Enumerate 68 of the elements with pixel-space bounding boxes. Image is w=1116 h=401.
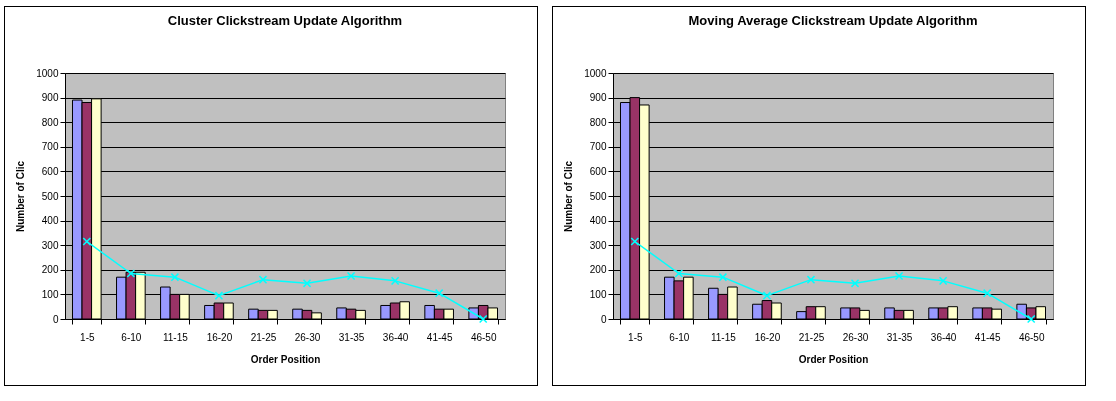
point	[390, 276, 400, 286]
y-tick-label: 800	[589, 116, 607, 128]
x-tick-label: 21-25	[798, 331, 825, 343]
x-tick-label: 21-25	[250, 331, 277, 343]
point	[938, 276, 948, 286]
y-tick-label: 600	[589, 165, 607, 177]
y-tick-label: 700	[589, 141, 607, 153]
y-tick-label: 0	[52, 313, 59, 325]
point	[126, 269, 136, 278]
x-tick-label: 16-20	[754, 331, 781, 343]
y-tick-label: 100	[589, 288, 607, 300]
x-tick-label: 26-30	[294, 331, 321, 343]
x-tick-label: 31-35	[338, 331, 365, 343]
y-tick-label: 500	[41, 190, 59, 202]
x-tick-label: 46-50	[470, 331, 497, 343]
chart-title: Moving Average Clickstream Update Algorithm	[688, 13, 978, 28]
x-tick-label: 1-5	[628, 331, 643, 343]
y-tick-label: 900	[589, 92, 607, 104]
point	[894, 271, 904, 281]
point	[762, 291, 772, 300]
y-tick-label: 700	[41, 141, 59, 153]
y-tick-label: 0	[600, 313, 607, 325]
x-axis-title: Order Position	[798, 353, 869, 365]
point	[302, 279, 312, 288]
y-axis-title: Number of Clic	[563, 160, 575, 233]
point	[346, 271, 356, 281]
point	[806, 275, 816, 284]
point	[982, 288, 992, 298]
point	[850, 279, 860, 288]
point	[630, 237, 640, 246]
y-tick-label: 1000	[584, 67, 607, 79]
x-tick-label: 36-40	[382, 331, 409, 343]
y-tick-label: 200	[589, 264, 607, 276]
y-tick-label: 900	[41, 92, 59, 104]
y-tick-label: 300	[589, 239, 607, 251]
x-tick-label: 6-10	[669, 331, 690, 343]
point	[1026, 314, 1036, 324]
y-tick-label: 500	[589, 190, 607, 202]
x-tick-label: 26-30	[842, 331, 869, 343]
y-tick-label: 200	[41, 264, 59, 276]
y-axis-title: Number of Clic	[15, 160, 27, 233]
x-tick-label: 36-40	[930, 331, 957, 343]
point	[258, 275, 268, 284]
y-tick-label: 400	[41, 215, 59, 227]
x-tick-label: 46-50	[1018, 331, 1045, 343]
y-tick-label: 100	[41, 288, 59, 300]
chart-title: Cluster Clickstream Update Algorithm	[167, 13, 403, 28]
x-tick-label: 6-10	[121, 331, 142, 343]
x-tick-label: 31-35	[886, 331, 913, 343]
point	[434, 288, 444, 298]
y-tick-label: 400	[589, 215, 607, 227]
x-tick-label: 11-15	[710, 331, 737, 343]
point	[478, 314, 488, 324]
point	[674, 269, 684, 278]
y-tick-label: 800	[41, 116, 59, 128]
x-tick-label: 1-5	[80, 331, 95, 343]
x-axis-title: Order Position	[250, 353, 321, 365]
point	[82, 237, 92, 246]
point	[170, 272, 180, 282]
x-tick-label: 11-15	[162, 331, 189, 343]
x-tick-label: 41-45	[426, 331, 453, 343]
point	[718, 272, 728, 282]
y-tick-label: 300	[41, 239, 59, 251]
y-tick-label: 1000	[36, 67, 59, 79]
y-tick-label: 600	[41, 165, 59, 177]
x-tick-label: 16-20	[206, 331, 233, 343]
x-tick-label: 41-45	[974, 331, 1001, 343]
point	[214, 291, 224, 300]
